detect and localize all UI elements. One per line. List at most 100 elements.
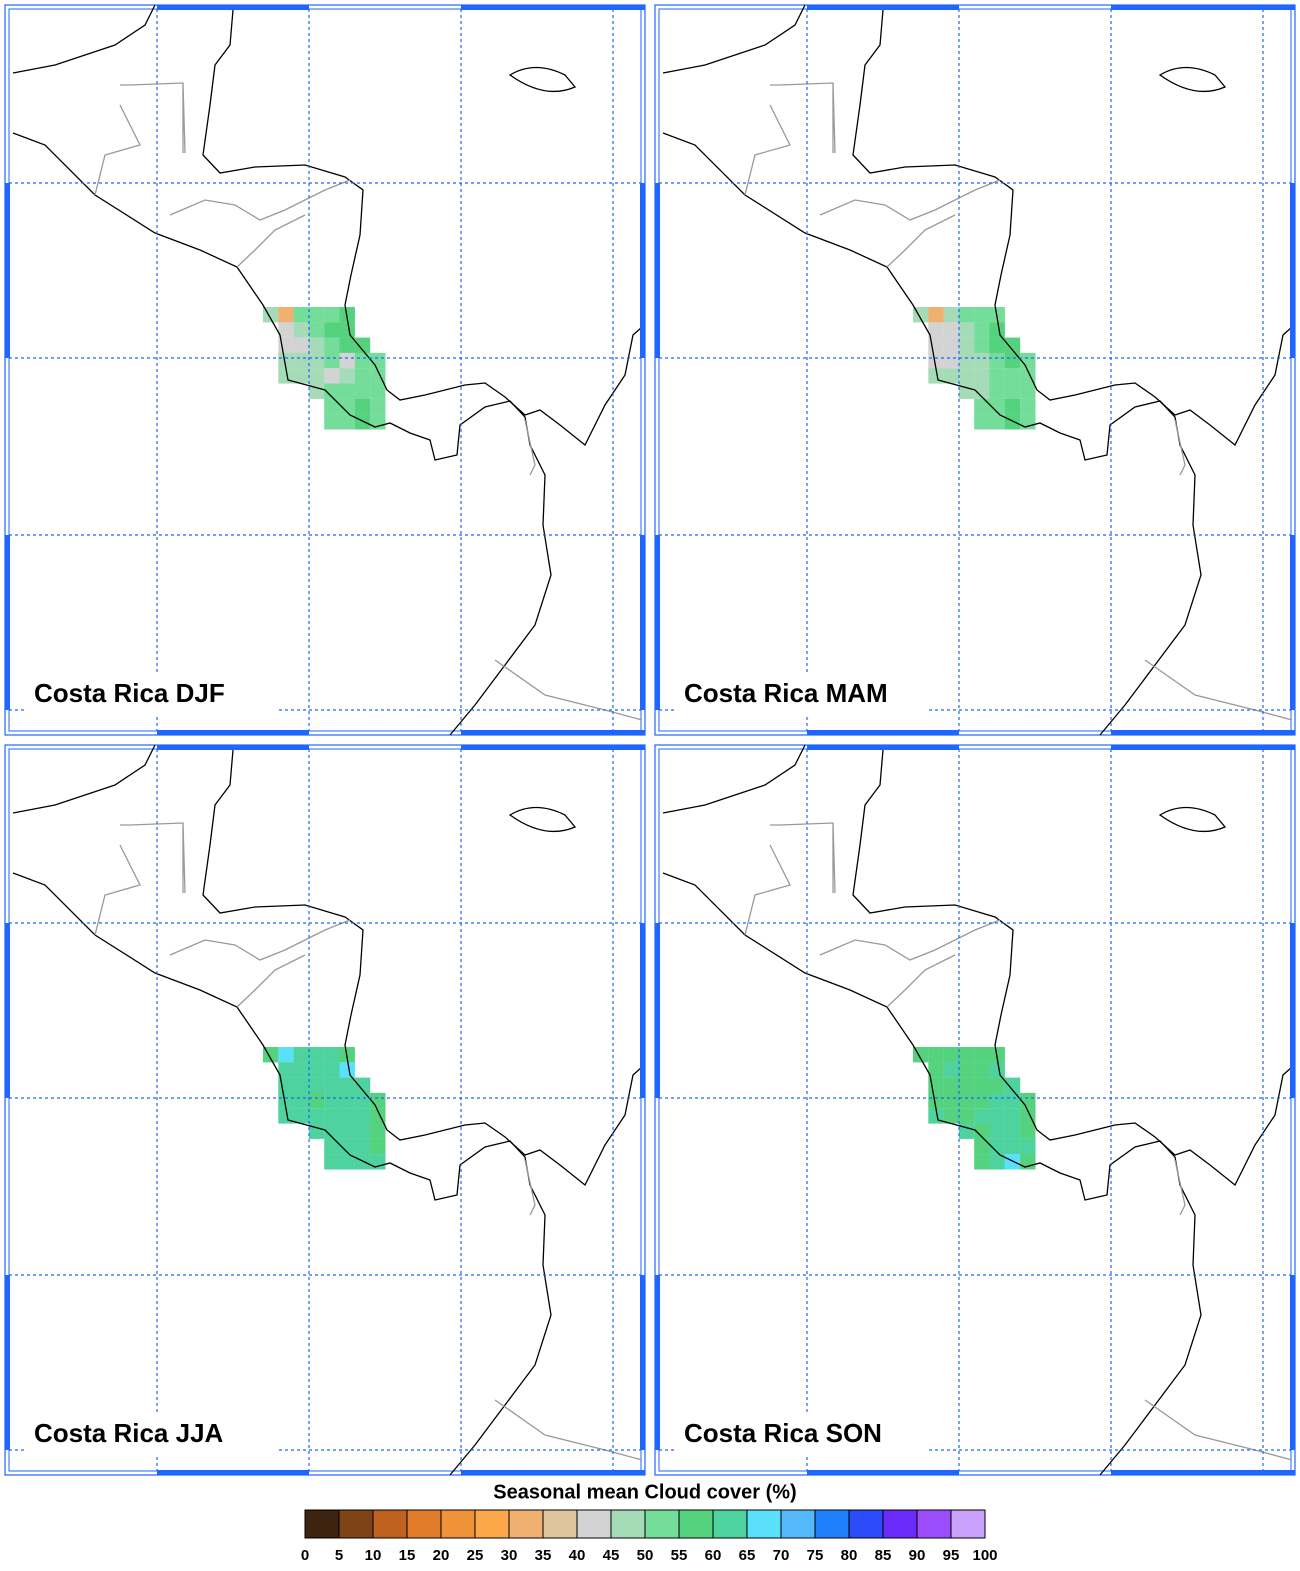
grid-cell	[324, 337, 340, 353]
colorbar-box	[916, 1509, 952, 1539]
grid-cell	[928, 1108, 944, 1124]
grid-cell	[324, 1092, 340, 1109]
grid-cell	[974, 1154, 990, 1170]
grid-cell	[278, 1047, 294, 1063]
grid-cell	[928, 352, 944, 369]
grid-cell	[293, 1062, 309, 1078]
colorbar-label: 10	[365, 1547, 382, 1564]
grid-cell	[1020, 1092, 1036, 1109]
grid-cell	[339, 398, 355, 415]
grid-cell	[308, 368, 325, 384]
grid-cell	[943, 1108, 959, 1124]
grid-cell	[324, 383, 340, 399]
colorbar-label: 80	[841, 1547, 858, 1564]
colorbar-box	[746, 1509, 782, 1539]
grid-cell	[308, 1077, 325, 1093]
grid-cell	[324, 1108, 340, 1124]
grid-cell	[293, 352, 309, 369]
grid-cell	[1004, 414, 1021, 430]
colorbar-box	[576, 1509, 612, 1539]
colorbar-label: 90	[909, 1547, 926, 1564]
grid-cell	[324, 414, 340, 430]
frame-tick	[1290, 923, 1295, 1098]
grid-cell	[989, 1154, 1005, 1170]
grid-cell	[324, 1138, 340, 1155]
colorbar-box	[950, 1509, 986, 1539]
colorbar-label: 30	[501, 1547, 518, 1564]
frame-tick	[461, 1470, 645, 1475]
grid-cell	[339, 1092, 355, 1109]
grid-cell	[1020, 398, 1036, 415]
grid-cell	[989, 414, 1005, 430]
grid-cell	[354, 383, 371, 399]
grid-cell	[989, 1108, 1005, 1124]
colorbar-label: 50	[637, 1547, 654, 1564]
grid-cell	[958, 1047, 975, 1063]
panel-inner-frame	[658, 8, 1292, 732]
grid-cell	[339, 1123, 355, 1139]
grid-cell	[1020, 1154, 1036, 1170]
panel-title: Costa Rica JJA	[34, 1418, 224, 1448]
grid-cell	[943, 368, 959, 384]
panel-title: Costa Rica SON	[684, 1418, 882, 1448]
grid-cell	[339, 368, 355, 384]
grid-cell	[1004, 337, 1021, 353]
grid-cell	[958, 1092, 975, 1109]
grid-cell	[324, 1154, 340, 1170]
grid-cell	[293, 368, 309, 384]
grid-cell	[278, 1062, 294, 1078]
grid-cell	[354, 414, 371, 430]
frame-tick	[461, 745, 645, 750]
colorbar-label: 100	[972, 1547, 997, 1564]
colorbar-box	[304, 1509, 340, 1539]
grid-cell	[974, 307, 990, 323]
grid-cell	[989, 1123, 1005, 1139]
grid-cell	[974, 1092, 990, 1109]
colorbar-label: 85	[875, 1547, 892, 1564]
grid-cell	[339, 337, 355, 353]
grid-cell	[943, 1092, 959, 1109]
grid-cell	[1004, 352, 1021, 369]
grid-cell	[370, 383, 386, 399]
colorbar-label: 95	[943, 1547, 960, 1564]
frame-tick	[640, 535, 645, 710]
grid-cell	[293, 1047, 309, 1063]
grid-cell	[989, 1077, 1005, 1093]
grid-cell	[354, 1092, 371, 1109]
colorbar-label: 20	[433, 1547, 450, 1564]
grid-cell	[339, 1108, 355, 1124]
grid-cell	[278, 322, 294, 338]
frame-tick	[1111, 5, 1295, 10]
grid-cell	[928, 1062, 944, 1078]
grid-cell	[293, 1092, 309, 1109]
grid-cell	[958, 1077, 975, 1093]
grid-cell	[339, 1077, 355, 1093]
panel-title: Costa Rica MAM	[684, 678, 888, 708]
grid-cell	[354, 337, 371, 353]
colorbar-label: 15	[399, 1547, 416, 1564]
map-panel: Costa Rica JJA	[4, 744, 646, 1476]
grid-cell	[989, 337, 1005, 353]
colorbar-label: 5	[335, 1547, 343, 1564]
grid-cell	[958, 322, 975, 338]
grid-cell	[278, 368, 294, 384]
grid-cell	[324, 307, 340, 323]
colorbar-label: 75	[807, 1547, 824, 1564]
frame-tick	[655, 923, 660, 1098]
grid-cell	[958, 1062, 975, 1078]
grid-cell	[293, 337, 309, 353]
grid-cell	[1020, 383, 1036, 399]
grid-cell	[339, 383, 355, 399]
grid-cell	[324, 352, 340, 369]
grid-cell	[339, 322, 355, 338]
frame-tick	[461, 5, 645, 10]
frame-tick	[157, 5, 309, 10]
grid-cell	[928, 322, 944, 338]
grid-cell	[293, 307, 309, 323]
colorbar-title: Seasonal mean Cloud cover (%)	[493, 1481, 796, 1503]
grid-cell	[1020, 414, 1036, 430]
frame-tick	[461, 730, 645, 735]
grid-cell	[1004, 1108, 1021, 1124]
grid-cell	[293, 1077, 309, 1093]
